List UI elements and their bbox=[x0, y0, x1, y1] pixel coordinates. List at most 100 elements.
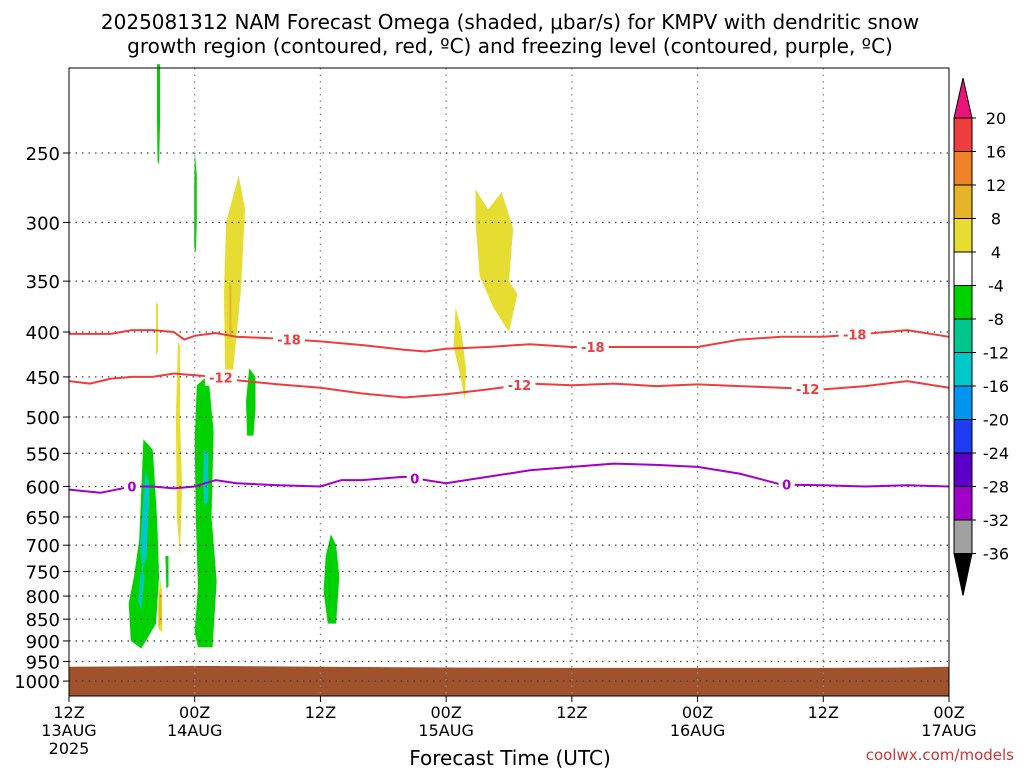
colorbar-label-4: 4 bbox=[991, 243, 1001, 262]
colorbar-bin-8 bbox=[953, 385, 973, 420]
plot-frame bbox=[68, 67, 950, 697]
omega-region-16 bbox=[229, 281, 232, 337]
y-tick-label-450: 450 bbox=[26, 368, 60, 389]
colorbar-bin-7 bbox=[953, 352, 973, 387]
y-tick-label-300: 300 bbox=[26, 213, 60, 234]
contour-label-bg-1-0 bbox=[204, 369, 237, 386]
colorbar-label-3: 8 bbox=[991, 210, 1001, 229]
x-axis-label: Forecast Time (UTC) bbox=[409, 746, 611, 768]
omega-region-11 bbox=[156, 302, 158, 356]
omega-region-15 bbox=[453, 307, 466, 400]
colorbar-bin-4 bbox=[953, 251, 973, 286]
x-tick-label-3: 00Z bbox=[430, 703, 461, 722]
x-tick-date-1: 14AUG bbox=[167, 721, 222, 740]
x-tick-date-5: 16AUG bbox=[670, 721, 725, 740]
y-tick-label-400: 400 bbox=[26, 323, 60, 344]
contour-label--18-0: -18 bbox=[277, 333, 301, 348]
colorbar-label-6: -8 bbox=[988, 310, 1004, 329]
colorbar: 20 16 12 8 4 -4 -8 -12 -16 -20 -24 -28 -32 -36 bbox=[953, 77, 1009, 596]
contour-label-bg-1-2 bbox=[791, 380, 824, 397]
colorbar-bin-5 bbox=[953, 285, 973, 320]
colorbar-label-0: 20 bbox=[986, 109, 1006, 128]
contour-lines: -18 -18 -18 -12 -12 -12 0 0 0 bbox=[68, 326, 950, 495]
contour-label-bg-0-0 bbox=[273, 331, 305, 348]
y-tick-label-850: 850 bbox=[26, 610, 60, 631]
site-credit: coolwx.com/models bbox=[866, 746, 1014, 764]
y-tick-label-750: 750 bbox=[26, 562, 60, 583]
plot-area bbox=[69, 64, 949, 696]
colorbar-bin-12 bbox=[953, 519, 973, 554]
x-tick-date-7: 17AUG bbox=[921, 721, 976, 740]
omega-region-10 bbox=[224, 175, 245, 377]
omega-region-7 bbox=[140, 470, 150, 572]
omega-region-5 bbox=[323, 534, 340, 624]
x-tick-label-1: 00Z bbox=[179, 703, 210, 722]
colorbar-bin-10 bbox=[953, 452, 973, 487]
contour-label--12-1: -12 bbox=[508, 379, 532, 394]
chart-title-line1: 2025081312 NAM Forecast Omega (shaded, μ… bbox=[101, 10, 919, 34]
y-tick-label-1000: 1000 bbox=[14, 672, 60, 693]
colorbar-label-12: -32 bbox=[983, 511, 1009, 530]
contour-label-bg-2-0 bbox=[123, 478, 140, 495]
colorbar-label-9: -20 bbox=[983, 411, 1009, 430]
colorbar-bin-2 bbox=[953, 184, 973, 219]
omega-region-2 bbox=[246, 368, 256, 436]
colorbar-bin-9 bbox=[953, 419, 973, 454]
omega-region-14 bbox=[475, 189, 518, 332]
y-tick-label-800: 800 bbox=[26, 587, 60, 608]
y-tick-label-600: 600 bbox=[26, 477, 60, 498]
ground-terrain bbox=[69, 665, 949, 696]
contour-line--12 bbox=[68, 372, 950, 399]
omega-region-8 bbox=[138, 566, 145, 611]
omega-region-4 bbox=[194, 375, 217, 648]
omega-region-9 bbox=[203, 449, 209, 506]
contour-label--18-1: -18 bbox=[581, 341, 605, 356]
x-tick-date-3: 15AUG bbox=[418, 721, 473, 740]
x-tick-label-7: 00Z bbox=[933, 703, 964, 722]
contour-label-bg-2-1 bbox=[406, 470, 423, 487]
y-tick-label-500: 500 bbox=[26, 408, 60, 429]
colorbar-label-7: -12 bbox=[983, 344, 1009, 363]
colorbar-label-8: -16 bbox=[983, 377, 1009, 396]
y-tick-label-650: 650 bbox=[26, 508, 60, 529]
chart-title-line2: growth region (contoured, red, ºC) and f… bbox=[127, 34, 893, 58]
grid-lines bbox=[69, 68, 949, 696]
colorbar-bin-3 bbox=[953, 218, 973, 253]
contour-label--12-0: -12 bbox=[209, 372, 233, 387]
x-tick-label-5: 00Z bbox=[682, 703, 713, 722]
colorbar-label-2: 12 bbox=[986, 176, 1006, 195]
colorbar-bottom-arrow bbox=[953, 553, 973, 596]
contour-label-0-0: 0 bbox=[127, 480, 136, 495]
x-tick-label-2: 12Z bbox=[305, 703, 336, 722]
x-tick-label-4: 12Z bbox=[556, 703, 587, 722]
colorbar-label-5: -4 bbox=[988, 277, 1004, 296]
y-tick-label-700: 700 bbox=[26, 536, 60, 557]
omega-region-17 bbox=[159, 591, 162, 626]
contour-label--12-2: -12 bbox=[796, 383, 820, 398]
contour-label--18-2: -18 bbox=[843, 329, 867, 344]
contour-line--18 bbox=[69, 329, 950, 353]
contour-label-0-2: 0 bbox=[782, 479, 791, 494]
colorbar-label-13: -36 bbox=[983, 545, 1009, 564]
contour-label-bg-0-1 bbox=[576, 338, 609, 355]
contour-label-bg-1-1 bbox=[503, 377, 536, 394]
x-tick-year-0: 2025 bbox=[49, 739, 90, 758]
colorbar-label-11: -28 bbox=[983, 478, 1009, 497]
colorbar-bin-11 bbox=[953, 486, 973, 521]
x-tick-date-0: 13AUG bbox=[41, 721, 96, 740]
contour-label-0-1: 0 bbox=[410, 472, 419, 487]
contour-label-bg-0-2 bbox=[838, 326, 871, 343]
x-tick-label-6: 12Z bbox=[808, 703, 839, 722]
omega-region-6 bbox=[165, 555, 169, 589]
omega-region-12 bbox=[175, 341, 183, 556]
omega-region-1 bbox=[194, 149, 197, 253]
x-tick-label-0: 12Z bbox=[53, 703, 84, 722]
colorbar-label-1: 16 bbox=[986, 143, 1006, 162]
y-tick-label-350: 350 bbox=[26, 272, 60, 293]
y-tick-label-900: 900 bbox=[26, 632, 60, 653]
y-tick-label-250: 250 bbox=[26, 144, 60, 165]
colorbar-bin-0 bbox=[953, 117, 973, 152]
y-tick-label-950: 950 bbox=[26, 653, 60, 674]
